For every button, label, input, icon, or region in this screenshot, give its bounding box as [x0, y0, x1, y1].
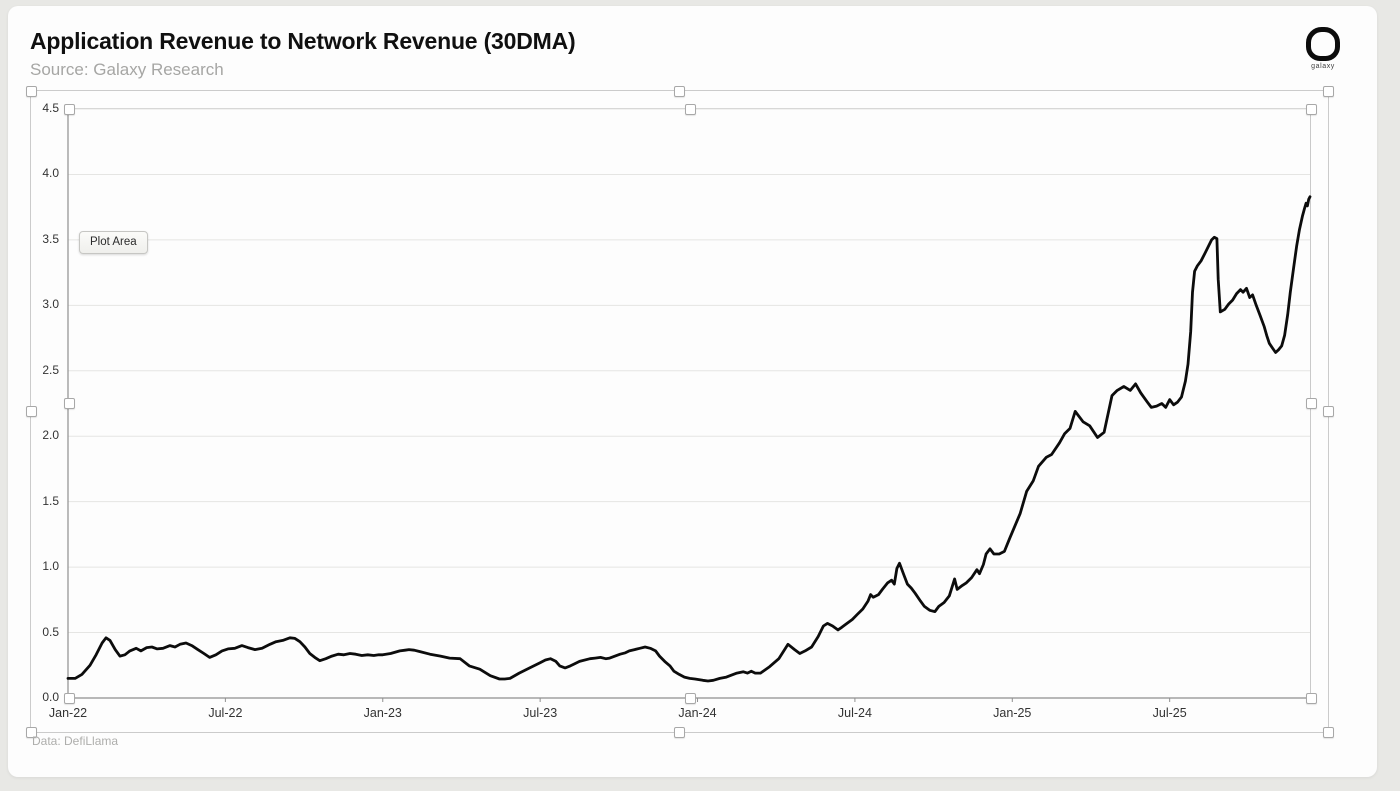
data-footnote: Data: DefiLlama — [32, 734, 119, 748]
galaxy-logo-icon — [1306, 27, 1340, 61]
series-line[interactable] — [66, 195, 1312, 683]
x-axis-label: Jan-23 — [363, 706, 402, 720]
chart-frame-handle-middle-right[interactable] — [1322, 406, 1334, 417]
chart-frame-handle-top-right[interactable] — [1322, 85, 1334, 97]
y-axis-label: 3.0 — [42, 297, 59, 312]
x-axis-label: Jul-25 — [1152, 706, 1187, 720]
plot-area-handle-top-left[interactable] — [63, 103, 75, 115]
x-axis-label: Jan-24 — [678, 706, 717, 720]
y-axis-label: 1.0 — [42, 559, 59, 574]
plot-area-handle-bottom-right[interactable] — [1305, 692, 1317, 704]
y-axis-label: 0.5 — [42, 624, 59, 639]
chart-frame-handle-bottom-right[interactable] — [1322, 726, 1334, 738]
y-axis-label: 0.0 — [42, 690, 59, 704]
chart-frame-handle-bottom-left[interactable] — [25, 726, 37, 738]
plot-area-handle-middle-left[interactable] — [63, 398, 75, 409]
plot-area-handle-bottom-middle[interactable] — [684, 692, 696, 704]
plot-area-tooltip: Plot Area — [79, 231, 148, 254]
galaxy-logo-text: galaxy — [1311, 63, 1335, 70]
line-chart-svg — [66, 108, 1312, 702]
y-axis-label: 2.0 — [42, 428, 59, 443]
y-axis-label: 4.5 — [42, 101, 59, 115]
y-axis-label: 1.5 — [42, 493, 59, 508]
y-axis-label: 2.5 — [42, 362, 59, 377]
y-axis-label: 3.5 — [42, 231, 59, 246]
x-axis-label: Jul-24 — [837, 706, 872, 720]
x-axis-label: Jul-22 — [208, 706, 243, 720]
plot-area-handle-top-right[interactable] — [1305, 103, 1317, 115]
chart-frame-handle-middle-left[interactable] — [25, 406, 37, 417]
chart-title: Application Revenue to Network Revenue (… — [30, 28, 576, 54]
chart-frame-handle-top-middle[interactable] — [674, 85, 685, 97]
x-axis-label: Jan-25 — [993, 706, 1032, 720]
x-axis-label: Jul-23 — [523, 706, 558, 720]
x-axis-label: Jan-22 — [48, 706, 88, 720]
chart-source: Source: Galaxy Research — [30, 60, 224, 79]
plot-area-handle-middle-right[interactable] — [1305, 398, 1317, 409]
chart-frame-handle-top-left[interactable] — [25, 85, 37, 97]
plot-area-handle-top-middle[interactable] — [684, 103, 696, 115]
galaxy-logo: galaxy — [1303, 27, 1343, 70]
plot-area-handle-bottom-left[interactable] — [63, 692, 75, 704]
y-axis-label: 4.0 — [42, 166, 59, 181]
chart-frame-handle-bottom-middle[interactable] — [674, 726, 685, 738]
plot-area[interactable] — [66, 108, 1312, 702]
